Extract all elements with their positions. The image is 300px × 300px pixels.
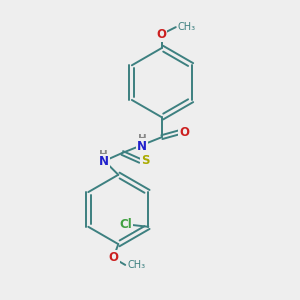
Text: O: O (180, 126, 190, 139)
Text: CH₃: CH₃ (127, 260, 145, 270)
Text: O: O (156, 28, 166, 40)
Text: N: N (137, 140, 147, 152)
Text: O: O (108, 251, 118, 265)
Text: S: S (141, 154, 149, 167)
Text: Cl: Cl (119, 218, 132, 231)
Text: CH₃: CH₃ (178, 22, 196, 32)
Text: H: H (99, 150, 108, 160)
Text: N: N (98, 155, 108, 168)
Text: H: H (138, 134, 146, 144)
